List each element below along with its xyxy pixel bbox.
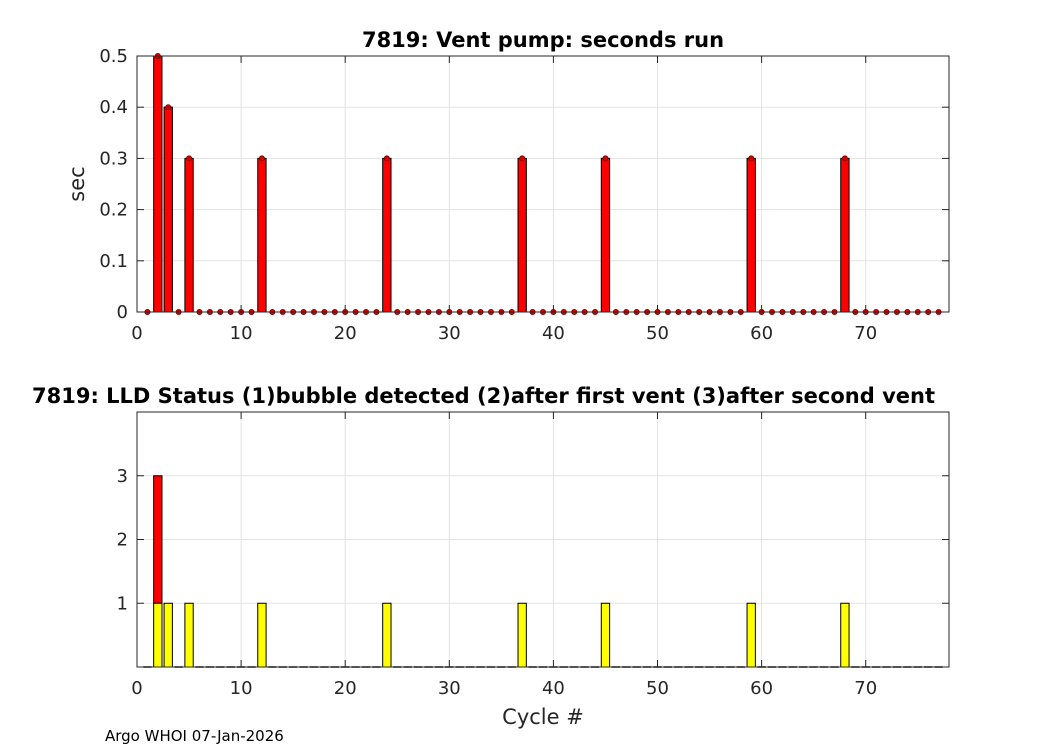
x-tick-label: 60 xyxy=(750,323,773,344)
y-tick-labels: 0 0.1 0.2 0.3 0.4 0.5 xyxy=(99,46,128,323)
bar xyxy=(163,106,173,313)
x-tick-label: 10 xyxy=(230,678,253,699)
grid xyxy=(137,412,949,667)
y-axis-label: sec xyxy=(65,166,89,201)
data-point xyxy=(841,155,848,162)
y-tick-label: 0.1 xyxy=(99,251,128,272)
x-tick-label: 10 xyxy=(230,323,253,344)
data-point xyxy=(748,155,755,162)
x-tick-label: 30 xyxy=(438,678,461,699)
bar-bubble xyxy=(746,602,756,668)
bar-bubble xyxy=(600,602,611,668)
data-point xyxy=(258,155,265,162)
y-tick-label: 0.3 xyxy=(99,148,128,169)
x-tick-label: 20 xyxy=(334,323,357,344)
x-tick-label: 70 xyxy=(854,323,877,344)
y-tick-label: 3 xyxy=(117,466,128,487)
bar-bubble xyxy=(382,602,392,668)
vent-pump-chart: 0 10 20 30 40 50 60 70 0 0.1 0.2 0.3 0.4 0.5 7819: V… xyxy=(65,28,950,344)
bar xyxy=(840,157,850,313)
bar xyxy=(382,157,392,313)
data-point xyxy=(186,155,193,162)
chart-title: 7819: LLD Status (1)bubble detected (2)a… xyxy=(32,384,935,408)
x-tick-label: 50 xyxy=(646,678,669,699)
bar xyxy=(153,55,163,313)
x-tick-label: 70 xyxy=(854,678,877,699)
plot-area xyxy=(137,56,949,312)
bar xyxy=(746,157,756,313)
bar xyxy=(600,157,611,313)
x-tick-label: 40 xyxy=(542,678,565,699)
y-tick-label: 0.5 xyxy=(99,46,128,67)
y-tick-label: 2 xyxy=(117,530,128,551)
bar-bubble xyxy=(184,602,194,668)
y-tick-label: 0.4 xyxy=(99,97,128,118)
axes xyxy=(136,55,950,313)
x-tick-label: 0 xyxy=(131,678,142,699)
y-tick-label: 0 xyxy=(117,302,128,323)
x-tick-label: 60 xyxy=(750,678,773,699)
bar xyxy=(184,157,194,313)
chart-title: 7819: Vent pump: seconds run xyxy=(362,28,724,52)
bar-bubble xyxy=(257,602,267,668)
bar-bubble xyxy=(153,602,163,668)
bar xyxy=(517,157,527,313)
x-tick-label: 30 xyxy=(438,323,461,344)
axes-box xyxy=(136,55,950,313)
bar-vented xyxy=(153,475,163,604)
x-tick-label: 50 xyxy=(646,323,669,344)
axes xyxy=(136,411,950,668)
bar-bubble xyxy=(163,602,173,668)
x-tick-labels: 0 10 20 30 40 50 60 70 xyxy=(131,323,877,344)
y-tick-label: 0.2 xyxy=(99,200,128,221)
x-axis-label: Cycle # xyxy=(502,705,584,729)
y-tick-label: 1 xyxy=(117,593,128,614)
footer-stamp: Argo WHOI 07-Jan-2026 xyxy=(105,727,284,745)
bar-bubble xyxy=(517,602,527,668)
x-tick-label: 20 xyxy=(334,678,357,699)
x-tick-label: 40 xyxy=(542,323,565,344)
bar-bubble xyxy=(840,602,850,668)
x-tick-labels: 0 10 20 30 40 50 60 70 xyxy=(131,678,877,699)
lld-status-chart: 0 10 20 30 40 50 60 70 1 2 3 7819: LLD Status (1)… xyxy=(32,384,950,729)
bar xyxy=(257,157,267,313)
data-point xyxy=(602,155,609,162)
y-tick-labels: 1 2 3 xyxy=(117,466,128,615)
data-point xyxy=(165,104,172,111)
x-tick-label: 0 xyxy=(131,323,142,344)
data-point xyxy=(383,155,390,162)
data-point xyxy=(519,155,526,162)
